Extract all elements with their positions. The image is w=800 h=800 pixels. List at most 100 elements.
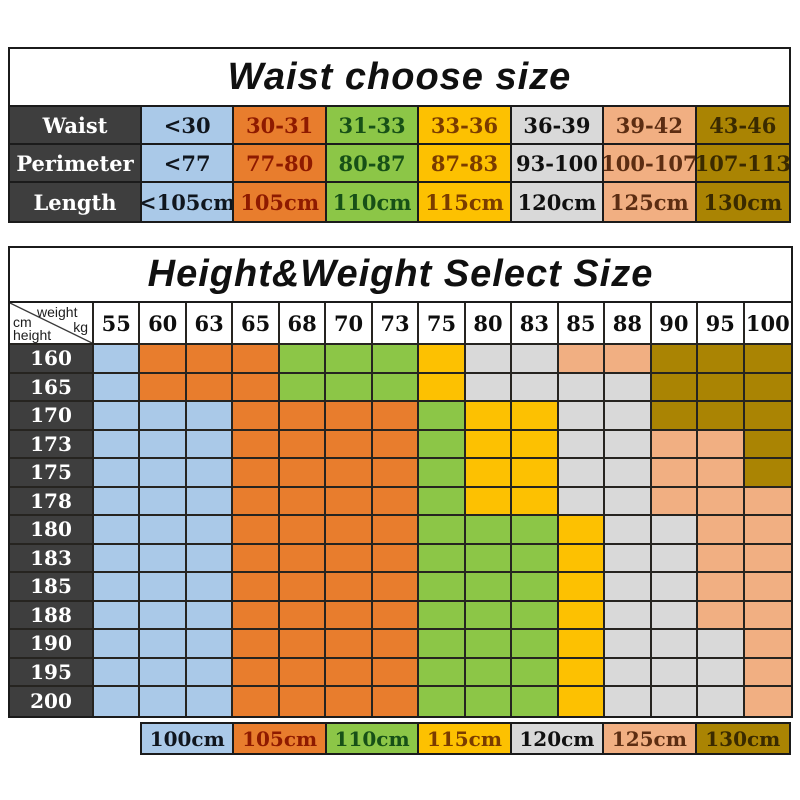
waist-size-cell: 31-33 [326,107,420,145]
waist-size-cell: 36-39 [511,107,605,145]
size-matrix-cell [651,630,699,659]
size-matrix-cell [140,487,187,516]
size-matrix-cell [651,544,699,573]
size-matrix-cell [326,345,373,374]
size-matrix-cell [605,373,652,402]
size-matrix-grid: weight kg cm height 55 60 63 65 68 70 73 75 80 83… [10,303,791,716]
size-matrix-cell [605,630,652,659]
size-matrix-cell [279,630,327,659]
size-matrix-cell [279,516,327,545]
weight-header-cell: 60 [140,303,187,345]
size-matrix-cell [744,373,791,402]
size-matrix-cell [94,544,141,573]
size-matrix-cell [651,601,699,630]
size-matrix-cell [233,487,280,516]
size-matrix-cell [558,573,606,602]
size-matrix-cell [558,658,606,687]
size-matrix-cell [605,402,652,431]
size-matrix-cell [558,430,606,459]
size-matrix-cell [605,516,652,545]
size-matrix-cell [94,402,141,431]
size-matrix-cell [233,687,280,716]
size-matrix-cell [372,459,420,488]
size-matrix-cell [279,601,327,630]
size-matrix-cell [744,573,791,602]
legend-cell: 100cm [142,724,235,753]
size-matrix-cell [512,658,559,687]
waist-size-cell: <30 [142,107,235,145]
size-matrix-cell [326,544,373,573]
size-matrix-cell [605,544,652,573]
size-matrix-cell [419,402,466,431]
size-matrix-cell [140,658,187,687]
waist-size-cell: 120cm [511,183,605,221]
weight-header-cell: 85 [558,303,606,345]
size-matrix-cell [465,630,513,659]
size-matrix-cell [94,430,141,459]
size-matrix-cell [94,630,141,659]
weight-header-cell: 73 [372,303,420,345]
size-matrix-cell [465,573,513,602]
height-header-cell: 173 [10,430,94,459]
size-matrix-cell [233,544,280,573]
legend-cell: 120cm [511,724,605,753]
size-matrix-cell [465,544,513,573]
size-matrix-cell [326,373,373,402]
height-header-cell: 195 [10,658,94,687]
height-header-cell: 200 [10,687,94,716]
size-matrix-cell [372,430,420,459]
size-matrix-cell [512,573,559,602]
size-matrix-cell [605,573,652,602]
size-matrix-cell [465,459,513,488]
waist-size-cell: 110cm [326,183,420,221]
size-matrix-cell [326,459,373,488]
size-matrix-cell [326,487,373,516]
size-matrix-cell [186,544,234,573]
size-matrix-cell [605,430,652,459]
size-matrix-cell [605,601,652,630]
size-matrix-cell [186,345,234,374]
weight-header-cell: 95 [698,303,745,345]
size-matrix-cell [465,345,513,374]
size-matrix-cell [279,373,327,402]
size-matrix-cell [744,516,791,545]
size-matrix-cell [140,687,187,716]
size-matrix-cell [558,373,606,402]
height-weight-table-title: Height&Weight Select Size [10,248,791,303]
height-weight-table: Height&Weight Select Size weight kg cm h… [8,246,793,718]
size-matrix-cell [698,487,745,516]
size-matrix-cell [698,544,745,573]
size-matrix-cell [419,430,466,459]
corner-height-label: height [13,327,52,343]
height-header-cell: 190 [10,630,94,659]
legend-cell: 115cm [419,724,512,753]
size-matrix-cell [94,601,141,630]
size-matrix-cell [605,459,652,488]
corner-weight-label: weight [37,304,78,320]
waist-size-cell: 93-100 [511,145,605,183]
waist-size-cell: 33-36 [419,107,512,145]
size-matrix-cell [558,459,606,488]
legend-cell: 125cm [604,724,697,753]
size-matrix-cell [744,430,791,459]
height-header-cell: 178 [10,487,94,516]
size-matrix-cell [279,544,327,573]
size-matrix-cell [326,573,373,602]
waist-size-cell: 105cm [234,183,327,221]
size-matrix-cell [512,430,559,459]
size-matrix-cell [233,402,280,431]
size-matrix-cell [512,544,559,573]
waist-size-cell: 115cm [419,183,512,221]
size-matrix-cell [744,402,791,431]
size-matrix-cell [233,459,280,488]
waist-size-cell: <105cm [142,183,235,221]
size-matrix-cell [465,430,513,459]
weight-header-cell: 100 [744,303,791,345]
size-matrix-cell [140,516,187,545]
size-matrix-cell [186,487,234,516]
size-matrix-cell [372,658,420,687]
size-matrix-cell [651,402,699,431]
size-matrix-cell [651,658,699,687]
size-matrix-cell [140,459,187,488]
size-legend-bar: 100cm 105cm 110cm 115cm 120cm 125cm 130cm [140,722,791,755]
